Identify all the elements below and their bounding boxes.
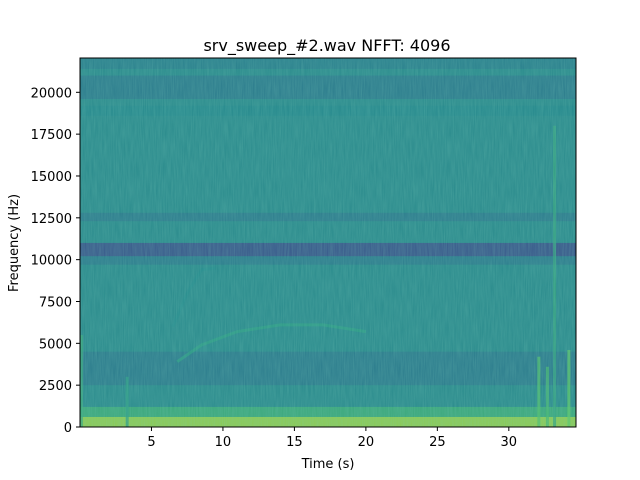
- x-axis-label: Time (s): [301, 457, 355, 472]
- chart-title: srv_sweep_#2.wav NFFT: 4096: [203, 36, 450, 56]
- plot-frame: [79, 57, 577, 428]
- x-tick-label: 10: [215, 435, 232, 450]
- y-tick-label: 15000: [31, 170, 72, 185]
- y-tick-label: 5000: [39, 337, 72, 352]
- x-tick-label: 5: [147, 435, 155, 450]
- y-tick-label: 12500: [31, 212, 72, 227]
- plot-area: [79, 57, 577, 428]
- x-tick-label: 15: [286, 435, 303, 450]
- y-tick-label: 20000: [31, 86, 72, 101]
- y-tick-label: 10000: [31, 254, 72, 269]
- x-tick-label: 25: [429, 435, 446, 450]
- y-tick-label: 7500: [39, 295, 72, 310]
- y-tick-label: 0: [64, 421, 72, 436]
- y-tick-label: 17500: [31, 128, 72, 143]
- y-axis: 0 2500 5000 7500 10000 12500 15000 17500 20000: [31, 86, 80, 436]
- x-tick-label: 30: [501, 435, 518, 450]
- texture-overlay: [80, 58, 576, 427]
- y-axis-label: Frequency (Hz): [7, 194, 22, 292]
- x-axis: 5 10 15 20 25 30: [147, 427, 517, 450]
- x-tick-label: 20: [358, 435, 375, 450]
- y-tick-label: 2500: [39, 379, 72, 394]
